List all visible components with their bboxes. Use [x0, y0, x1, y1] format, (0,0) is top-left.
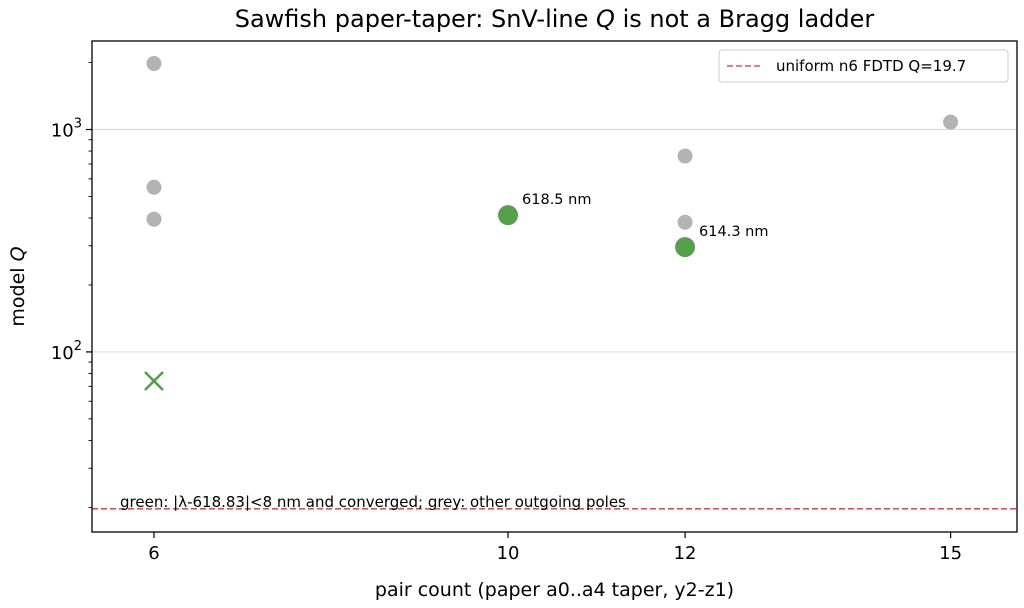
y-tick-base: 10 — [51, 343, 74, 364]
title-part-3: is not a Bragg ladder — [615, 5, 874, 33]
x-tick-label-3: 15 — [939, 543, 962, 564]
legend-entry-reference-line: uniform n6 FDTD Q=19.7 — [776, 57, 966, 75]
x-axis-label: pair count (paper a0..a4 taper, y2-z1) — [375, 579, 734, 601]
point-annotations: 618.5 nm 614.3 nm — [522, 192, 768, 240]
grey-point — [146, 211, 162, 227]
y-tick-label-0: 102 — [51, 339, 82, 364]
highlight-point — [675, 237, 696, 258]
point-label: 618.5 nm — [522, 192, 591, 208]
cross-stroke — [144, 371, 164, 391]
grey-point — [146, 56, 162, 72]
x-tick-label-1: 10 — [497, 543, 520, 564]
y-tick-base: 10 — [51, 121, 74, 142]
chart-note: green: |λ-618.83|<8 nm and converged; gr… — [120, 493, 626, 511]
title-part-2: Q — [596, 5, 615, 33]
legend-box — [718, 49, 1009, 83]
grey-point — [677, 214, 693, 230]
y-tick-label-1: 103 — [51, 117, 82, 142]
grey-point — [146, 179, 162, 195]
y-label-part-2: Q — [7, 246, 29, 261]
x-tick-label-2: 12 — [674, 543, 697, 564]
grey-point — [677, 148, 693, 164]
gridlines — [92, 128, 1017, 353]
x-tick-label-0: 6 — [148, 543, 159, 564]
y-axis-label: model Q — [7, 246, 29, 326]
highlight-point — [498, 205, 519, 226]
y-tick-exponent: 2 — [74, 339, 82, 354]
point-label: 614.3 nm — [699, 224, 768, 240]
plot-frame — [91, 40, 1018, 533]
title-part-1: Sawfish paper-taper: SnV-line — [235, 5, 596, 33]
cross-marker — [144, 371, 164, 391]
legend: uniform n6 FDTD Q=19.7 — [718, 49, 1009, 83]
data-points — [144, 56, 959, 391]
y-tick-exponent: 3 — [74, 117, 82, 132]
chart-title: Sawfish paper-taper: SnV-line Q is not a… — [235, 5, 875, 33]
x-axis-ticks: 6 10 12 15 — [148, 532, 962, 564]
y-label-part-1: model — [7, 261, 29, 326]
grey-point — [943, 114, 959, 130]
